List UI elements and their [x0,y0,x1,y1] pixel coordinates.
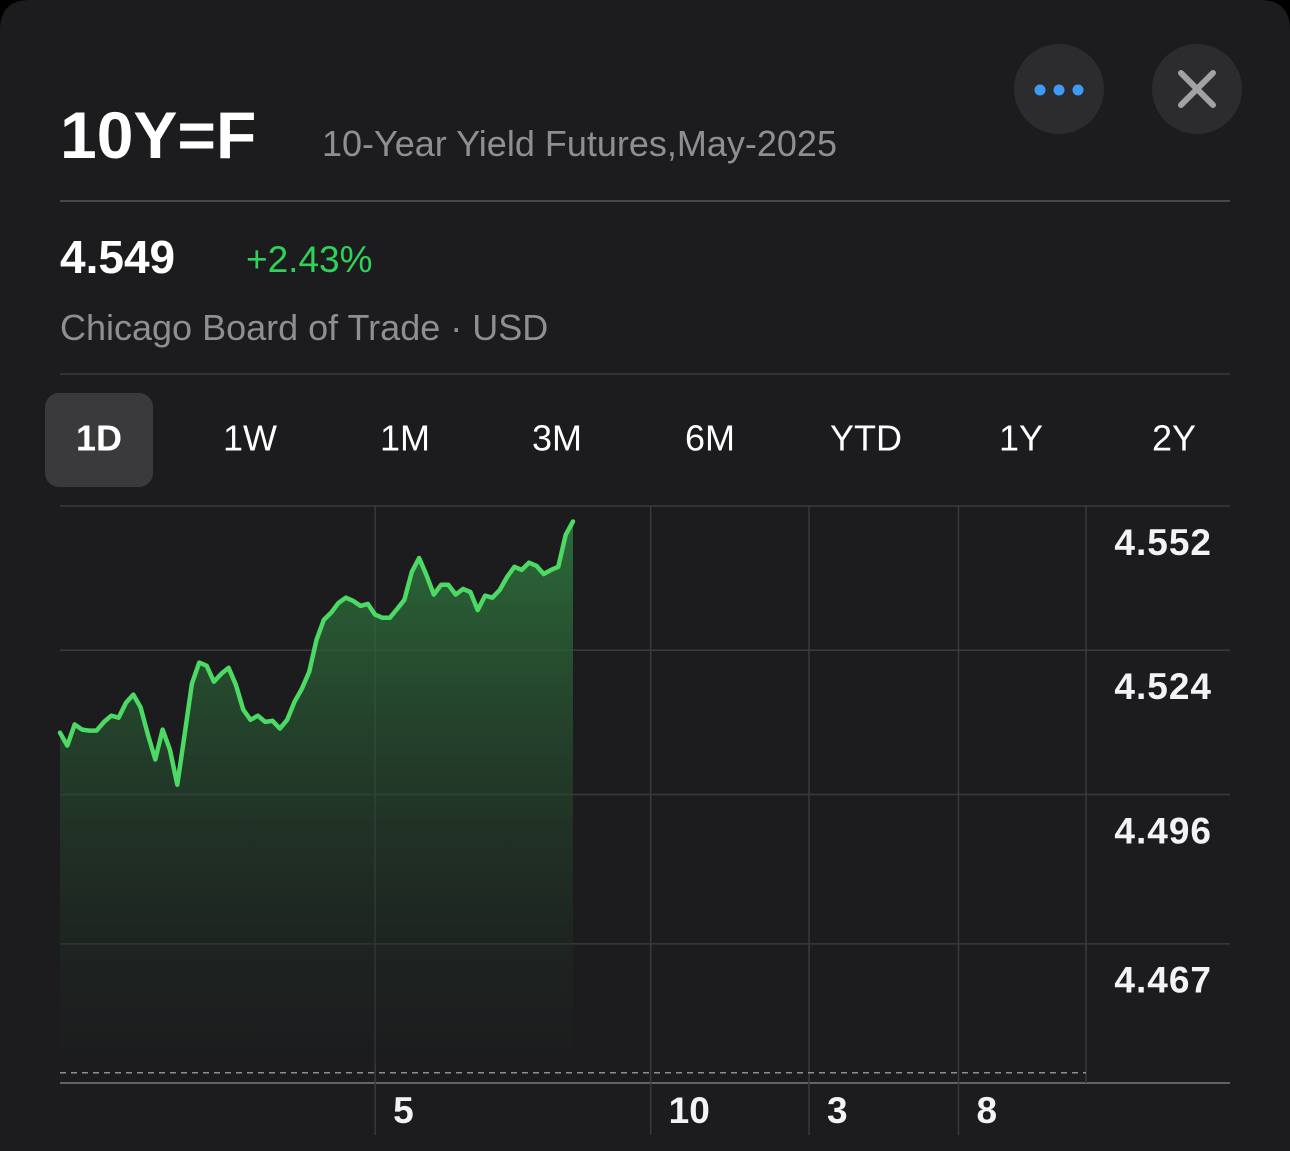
range-tab[interactable]: 1Y [999,418,1043,459]
price: 4.549 [60,231,175,283]
symbol: 10Y=F [60,98,256,172]
y-tick-label: 4.467 [1114,960,1212,1001]
range-tab[interactable]: YTD [830,418,902,459]
x-tick-label: 10 [669,1090,710,1131]
security-name: 10-Year Yield Futures,May-2025 [322,123,837,164]
dot [1034,84,1046,96]
range-tab[interactable]: 2Y [1152,418,1196,459]
range-tab[interactable]: 1D [76,418,122,459]
selected-tab-bg[interactable] [45,393,153,487]
range-tab[interactable]: 1M [380,418,430,459]
y-tick-label: 4.552 [1114,522,1212,563]
x-tick-label: 8 [976,1090,997,1131]
x-tick-label: 5 [393,1090,414,1131]
exchange: Chicago Board of Trade · USD [60,307,548,348]
close-icon [1178,70,1216,108]
range-tab[interactable]: 1W [223,418,277,459]
dot [1053,84,1065,96]
y-tick-label: 4.496 [1114,810,1212,851]
x-tick-label: 3 [827,1090,848,1131]
more-button[interactable] [1014,44,1104,134]
change: +2.43% [246,239,373,280]
range-tabs: 1D 1W 1M 3M 6M YTD 1Y 2Y [45,393,1196,487]
range-tab[interactable]: 6M [685,418,735,459]
range-tab[interactable]: 3M [532,418,582,459]
chart: 4.552 4.524 4.496 4.467 5 10 3 8 [57,505,1230,1135]
close-button[interactable] [1152,44,1242,134]
price-line [57,519,576,787]
dot [1072,84,1084,96]
area [60,521,573,1063]
y-tick-label: 4.524 [1114,666,1212,707]
